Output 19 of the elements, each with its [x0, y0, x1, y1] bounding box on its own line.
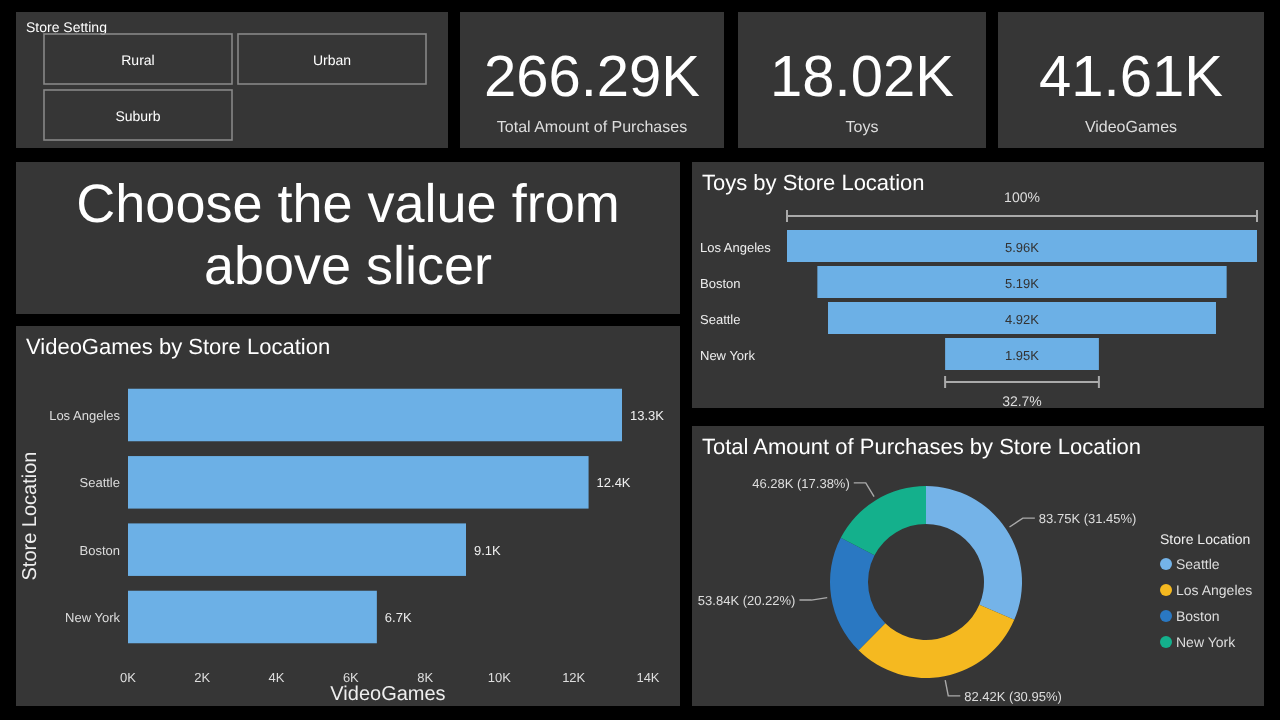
text: VideoGames: [1084, 118, 1178, 136]
text: Toys by Store Location: [702, 172, 925, 196]
text: 266.29K: [483, 46, 702, 110]
x-axis-title: VideoGames: [330, 684, 446, 706]
text: 41.61K: [1039, 46, 1225, 110]
donut-slice: [926, 486, 1022, 620]
donut-slice: [858, 604, 1015, 678]
donut-slice: [830, 537, 886, 651]
text: Choose the value from above slicer: [76, 174, 620, 296]
chart-title: VideoGames by Store Location: [26, 336, 331, 360]
y-axis-title: Store Location: [20, 451, 42, 581]
bar: [128, 523, 466, 576]
bar: [128, 388, 622, 442]
bar: [128, 590, 377, 644]
text: 18.02K: [770, 46, 956, 110]
text: Toys: [845, 118, 879, 136]
chart-title: Total Amount of Purchases by Store Location: [702, 436, 1142, 460]
text: Total Amount of Purchases: [496, 118, 688, 136]
bar: [128, 456, 589, 509]
